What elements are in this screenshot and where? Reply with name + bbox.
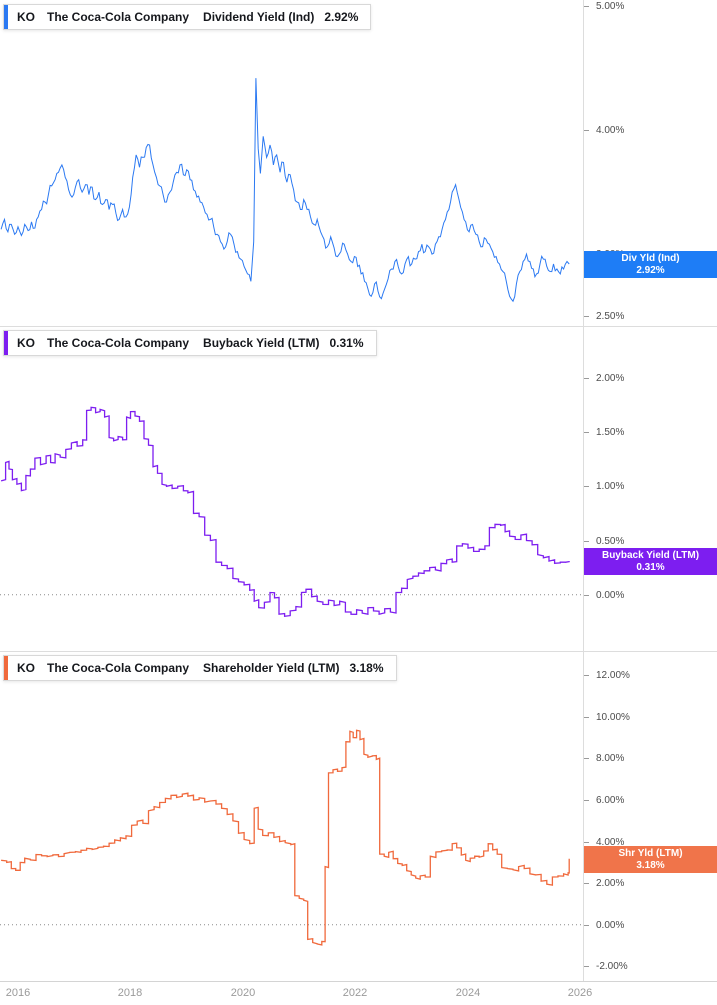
tick-mark — [584, 594, 589, 596]
y-tick: 2.00% — [584, 372, 624, 384]
y-tick-label: 6.00% — [596, 794, 625, 806]
y-tick: 0.50% — [584, 535, 624, 547]
dividend-yield-chart-canvas[interactable] — [0, 0, 583, 331]
y-tick-label: 2.00% — [596, 372, 625, 384]
legend-buyback-yield[interactable]: KO The Coca-Cola Company Buyback Yield (… — [3, 330, 377, 356]
tick-mark — [584, 5, 589, 7]
last-value-badge-shareholder-yield: Shr Yld (LTM) 3.18% — [584, 846, 717, 873]
y-tick-label: 2.00% — [596, 877, 625, 889]
legend-shareholder-yield[interactable]: KO The Coca-Cola Company Shareholder Yie… — [3, 655, 397, 681]
y-tick-label: 5.00% — [596, 0, 625, 12]
y-tick: 4.00% — [584, 836, 624, 848]
panel-buyback-yield: 2.00% 1.50% 1.00% 0.50% 0.00% KO The Coca-Co… — [0, 326, 717, 651]
y-tick: 4.00% — [584, 124, 624, 136]
y-tick: 10.00% — [584, 711, 630, 723]
y-tick-label: 4.00% — [596, 836, 625, 848]
y-tick-label: 0.00% — [596, 919, 625, 931]
panel-shareholder-yield: 12.00% 10.00% 8.00% 6.00% 4.00% 2.00% 0.00% -2.… — [0, 651, 717, 981]
badge-value: 0.31% — [636, 562, 665, 573]
y-tick: 2.50% — [584, 310, 624, 322]
legend-value: 0.31% — [329, 336, 364, 350]
y-tick: 0.00% — [584, 919, 624, 931]
legend-metric: Shareholder Yield (LTM) — [203, 661, 340, 675]
buyback-yld-ltm-line — [0, 406, 570, 618]
y-tick-label: 10.00% — [596, 711, 630, 723]
legend-dividend-yield[interactable]: KO The Coca-Cola Company Dividend Yield … — [3, 4, 372, 30]
tick-mark — [584, 882, 589, 884]
badge-value: 2.92% — [636, 265, 665, 276]
panel-dividend-yield: 5.00%4.00%3.00%2.50% KO The Coca-Cola Co… — [0, 0, 717, 326]
last-value-badge-buyback-yield: Buyback Yield (LTM) 0.31% — [584, 548, 717, 575]
last-value-badge-dividend-yield: Div Yld (Ind) 2.92% — [584, 251, 717, 278]
x-tick-label: 2026 — [567, 987, 593, 999]
y-tick-label: 8.00% — [596, 752, 625, 764]
badge-label: Shr Yld (LTM) — [618, 848, 683, 859]
shareholder-yield-y-axis[interactable]: 12.00% 10.00% 8.00% 6.00% 4.00% 2.00% 0.00% -2.… — [583, 651, 717, 981]
x-tick-label: 2020 — [230, 987, 256, 999]
tick-mark — [584, 377, 589, 379]
y-tick-label: 4.00% — [596, 124, 625, 136]
buyback-yield-y-axis[interactable]: 2.00% 1.50% 1.00% 0.50% 0.00% — [583, 326, 717, 651]
x-tick-label: 2018 — [117, 987, 143, 999]
tick-mark — [584, 799, 589, 801]
legend-value: 3.18% — [349, 661, 384, 675]
y-tick: 6.00% — [584, 794, 624, 806]
y-tick: 5.00% — [584, 0, 624, 12]
tick-mark — [584, 485, 589, 487]
y-tick: 1.50% — [584, 426, 624, 438]
y-tick: 1.00% — [584, 480, 624, 492]
badge-label: Div Yld (Ind) — [621, 253, 680, 264]
legend-metric: Buyback Yield (LTM) — [203, 336, 320, 350]
panel-separator — [0, 326, 717, 327]
div-yld-ind-line — [0, 78, 570, 303]
y-tick-label: 1.00% — [596, 480, 625, 492]
legend-company: The Coca-Cola Company — [47, 661, 190, 675]
legend-ticker: KO — [17, 10, 35, 24]
badge-value: 3.18% — [636, 860, 665, 871]
y-tick-label: 0.50% — [596, 535, 625, 547]
panel-separator — [0, 651, 717, 652]
tick-mark — [584, 129, 589, 131]
legend-color-bar — [4, 331, 8, 355]
y-tick: 8.00% — [584, 752, 624, 764]
legend-ticker: KO — [17, 661, 35, 675]
y-tick-label: 2.50% — [596, 310, 625, 322]
y-tick-label: 0.00% — [596, 589, 625, 601]
shareholder-yield-chart-canvas[interactable] — [0, 651, 583, 986]
legend-company: The Coca-Cola Company — [47, 336, 190, 350]
legend-color-bar — [4, 656, 8, 680]
tick-mark — [584, 924, 589, 926]
x-tick-label: 2016 — [5, 987, 31, 999]
x-axis[interactable]: 2016 2018 2020 2022 2024 2026 — [0, 981, 717, 1005]
y-tick-label: 12.00% — [596, 669, 630, 681]
y-tick-label: 1.50% — [596, 426, 625, 438]
tick-mark — [584, 841, 589, 843]
tick-mark — [584, 965, 589, 967]
tick-mark — [584, 315, 589, 317]
tick-mark — [584, 716, 589, 718]
legend-color-bar — [4, 5, 8, 29]
y-tick-label: -2.00% — [596, 960, 628, 972]
tick-mark — [584, 431, 589, 433]
y-tick: 0.00% — [584, 589, 624, 601]
y-tick: 12.00% — [584, 669, 630, 681]
badge-label: Buyback Yield (LTM) — [601, 550, 700, 561]
legend-ticker: KO — [17, 336, 35, 350]
legend-value: 2.92% — [324, 10, 359, 24]
legend-company: The Coca-Cola Company — [47, 10, 190, 24]
shr-yld-ltm-line — [1, 729, 570, 946]
x-tick-label: 2024 — [455, 987, 481, 999]
tick-mark — [584, 757, 589, 759]
legend-metric: Dividend Yield (Ind) — [203, 10, 315, 24]
x-tick-label: 2022 — [342, 987, 368, 999]
y-tick: 2.00% — [584, 877, 624, 889]
y-tick: -2.00% — [584, 960, 628, 972]
buyback-yield-chart-canvas[interactable] — [0, 326, 583, 656]
tick-mark — [584, 674, 589, 676]
tick-mark — [584, 540, 589, 542]
